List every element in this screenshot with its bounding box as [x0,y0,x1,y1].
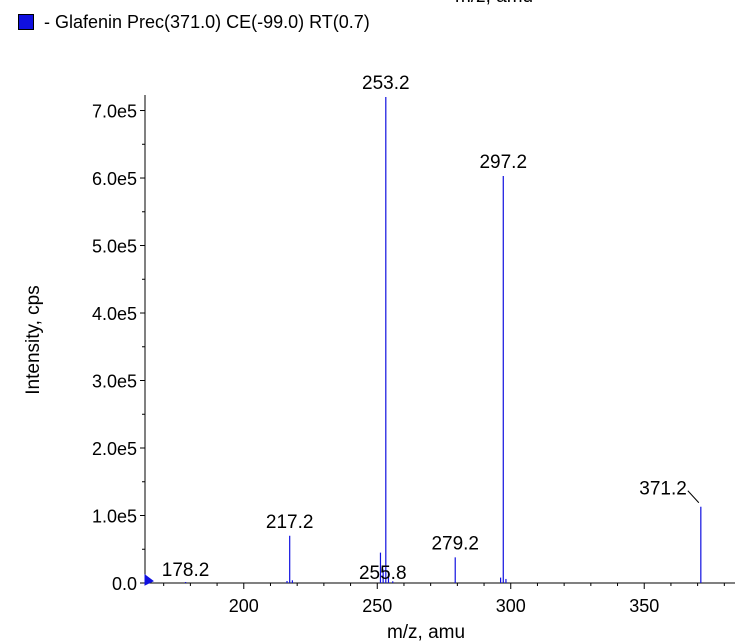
y-tick-label: 1.0e5 [92,507,137,527]
y-tick-label: 7.0e5 [92,102,137,122]
y-tick-label: 4.0e5 [92,304,137,324]
peak-label: 217.2 [266,512,314,533]
origin-marker-icon [144,574,154,586]
x-tick-label: 300 [496,596,526,616]
y-tick-label: 0.0 [112,574,137,594]
legend-swatch [18,14,34,30]
peak-label: 279.2 [431,533,479,554]
y-tick-label: 2.0e5 [92,439,137,459]
y-tick-label: 6.0e5 [92,169,137,189]
peak-label: 178.2 [162,560,210,581]
legend-label: - Glafenin Prec(371.0) CE(-99.0) RT(0.7) [44,11,370,32]
x-axis-label: m/z, amu [387,622,465,642]
peaks [184,97,702,583]
y-tick-label: 5.0e5 [92,237,137,257]
peak-label: 297.2 [479,152,527,173]
peak-label: 253.2 [362,73,410,94]
y-tick-label: 3.0e5 [92,372,137,392]
axes: 0.0 1.0e5 2.0e5 3.0e5 4.0e5 5.0e5 6.0e5 7.0e5 20… [92,95,735,616]
peak-label: 371.2 [639,479,687,500]
top-clipped-axis-label: m/z, amu [455,0,533,8]
peak-label-leader [687,490,700,504]
y-axis-label: Intensity, cps [23,285,44,394]
x-tick-label: 250 [362,596,392,616]
peak-labels: 253.2 297.2 217.2 279.2 371.2 255.8 178.2 [162,73,700,584]
peak-label: 255.8 [359,563,407,584]
x-tick-label: 350 [629,596,659,616]
legend: - Glafenin Prec(371.0) CE(-99.0) RT(0.7) [18,10,370,34]
x-tick-label: 200 [229,596,259,616]
